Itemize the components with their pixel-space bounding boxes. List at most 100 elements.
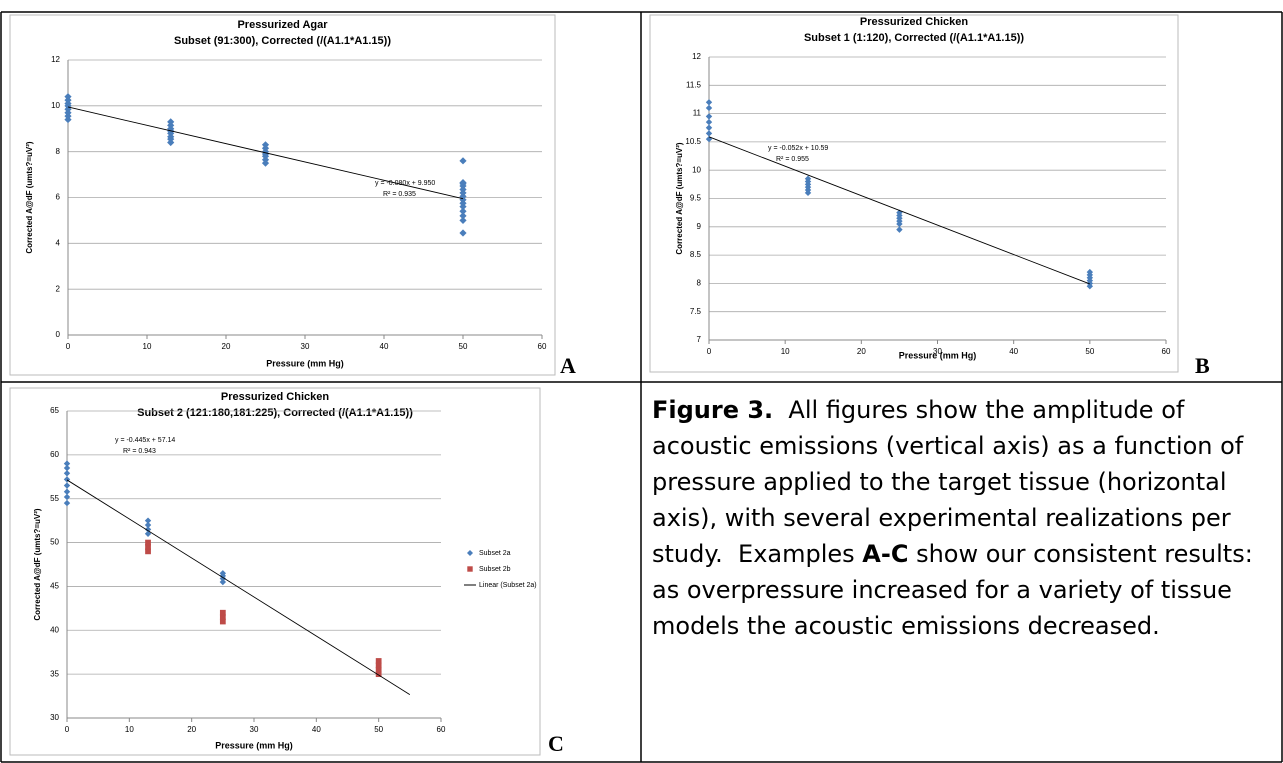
y-tick-label: 45 [50, 582, 59, 591]
y-tick-label: 40 [50, 625, 59, 634]
data-point [459, 229, 467, 237]
y-tick-label: 9.5 [690, 194, 702, 203]
x-tick-label: 0 [65, 725, 70, 734]
y-tick-label: 11.5 [686, 80, 702, 89]
chart-frame [9, 387, 541, 756]
y-axis-label: Corrected A@dF (umts?=uV²) [25, 141, 34, 254]
chart-subtitle: Subset (91:300), Corrected (/(A1.1*A1.15… [174, 35, 391, 47]
caption-text: Figure 3. [652, 396, 774, 424]
panel-letter: A [560, 353, 576, 378]
x-tick-label: 40 [312, 725, 321, 734]
data-point [375, 658, 382, 664]
legend-swatch [467, 566, 473, 572]
y-tick-label: 4 [56, 238, 61, 247]
x-tick-label: 60 [437, 725, 446, 734]
chart-subtitle: Subset 1 (1:120), Corrected (/(A1.1*A1.1… [804, 32, 1024, 44]
y-tick-label: 11 [693, 109, 702, 118]
data-point [459, 212, 467, 220]
x-tick-label: 50 [1085, 347, 1094, 356]
y-tick-label: 50 [50, 538, 59, 547]
data-point [167, 118, 175, 126]
data-point [144, 517, 152, 524]
data-point [705, 99, 713, 106]
data-point [375, 671, 382, 678]
data-point [705, 104, 713, 112]
x-tick-label: 0 [707, 347, 712, 356]
data-point [63, 482, 71, 489]
y-tick-label: 2 [56, 284, 61, 293]
x-tick-label: 60 [1162, 347, 1171, 356]
y-tick-label: 10 [51, 101, 60, 110]
y-tick-label: 7 [697, 335, 702, 344]
x-tick-label: 10 [781, 347, 790, 356]
y-axis-label: Corrected A@dF (umts?=uV²) [675, 142, 684, 255]
legend-label: Subset 2b [479, 566, 511, 573]
x-tick-label: 30 [250, 725, 259, 734]
data-point [63, 488, 71, 495]
x-tick-label: 50 [374, 725, 383, 734]
legend-label: Linear (Subset 2a) [479, 582, 537, 589]
x-axis-label: Pressure (mm Hg) [215, 740, 293, 750]
chart-frame [649, 14, 1179, 373]
annotation: y = -0.080x + 9.950 [375, 180, 435, 187]
data-point [1086, 268, 1094, 276]
y-tick-label: 8 [697, 279, 702, 288]
legend-swatch [467, 550, 473, 556]
chart-title: Pressurized Chicken [860, 16, 968, 28]
chart: Pressurized Agar Subset (91:300), Correct… [9, 14, 576, 378]
annotation: y = -0.445x + 57.14 [115, 437, 175, 444]
data-point [705, 130, 713, 137]
data-point [63, 499, 71, 507]
data-point [63, 470, 71, 477]
x-tick-label: 20 [857, 347, 866, 356]
legend-label: Subset 2a [479, 550, 511, 557]
data-point [261, 141, 270, 149]
y-tick-label: 35 [50, 669, 59, 678]
chart-title: Pressurized Agar [237, 19, 328, 31]
data-point [63, 460, 71, 467]
y-tick-label: 0 [56, 330, 61, 339]
y-axis-label: Corrected A@dF (umts?=uV²) [33, 508, 42, 621]
x-tick-label: 0 [66, 342, 71, 351]
y-tick-label: 12 [692, 52, 701, 61]
trend-line [66, 479, 411, 695]
chart-frame [9, 14, 556, 376]
data-point [144, 526, 152, 533]
data-point [459, 216, 467, 225]
x-tick-label: 30 [933, 347, 942, 356]
data-point [219, 578, 227, 586]
x-axis-label: Pressure (mm Hg) [266, 358, 344, 368]
data-point [219, 570, 227, 577]
data-point [145, 548, 151, 555]
y-tick-label: 10 [692, 165, 701, 174]
x-tick-label: 50 [459, 342, 468, 351]
annotation: R² = 0.943 [123, 448, 156, 455]
trend-line [708, 136, 1090, 285]
y-tick-label: 8.5 [690, 250, 702, 259]
data-point [459, 179, 467, 187]
x-tick-label: 40 [380, 342, 389, 351]
y-tick-label: 10.5 [685, 137, 701, 146]
caption-text: A-C [862, 540, 909, 568]
x-axis-label: Pressure (mm Hg) [899, 350, 977, 360]
x-tick-label: 20 [187, 725, 196, 734]
data-point [144, 530, 152, 537]
x-tick-label: 10 [125, 725, 134, 734]
data-point [375, 666, 382, 673]
y-tick-label: 8 [56, 147, 61, 156]
caption: Figure 3. All figures show the amplitude… [652, 392, 1277, 644]
y-tick-label: 55 [50, 494, 59, 503]
data-point [459, 207, 467, 215]
chart: Pressurized Chicken Subset 2 (121:180,181… [9, 387, 564, 756]
data-point [896, 226, 903, 233]
data-point [705, 113, 713, 120]
caption-text: show our consistent results: as overpres… [652, 540, 1261, 640]
x-tick-label: 60 [538, 342, 547, 351]
y-tick-label: 65 [50, 406, 59, 415]
data-point [705, 118, 713, 126]
data-point [144, 521, 152, 529]
data-point [63, 493, 71, 501]
chart: Pressurized Chicken Subset 1 (1:120), Cor… [649, 14, 1210, 378]
